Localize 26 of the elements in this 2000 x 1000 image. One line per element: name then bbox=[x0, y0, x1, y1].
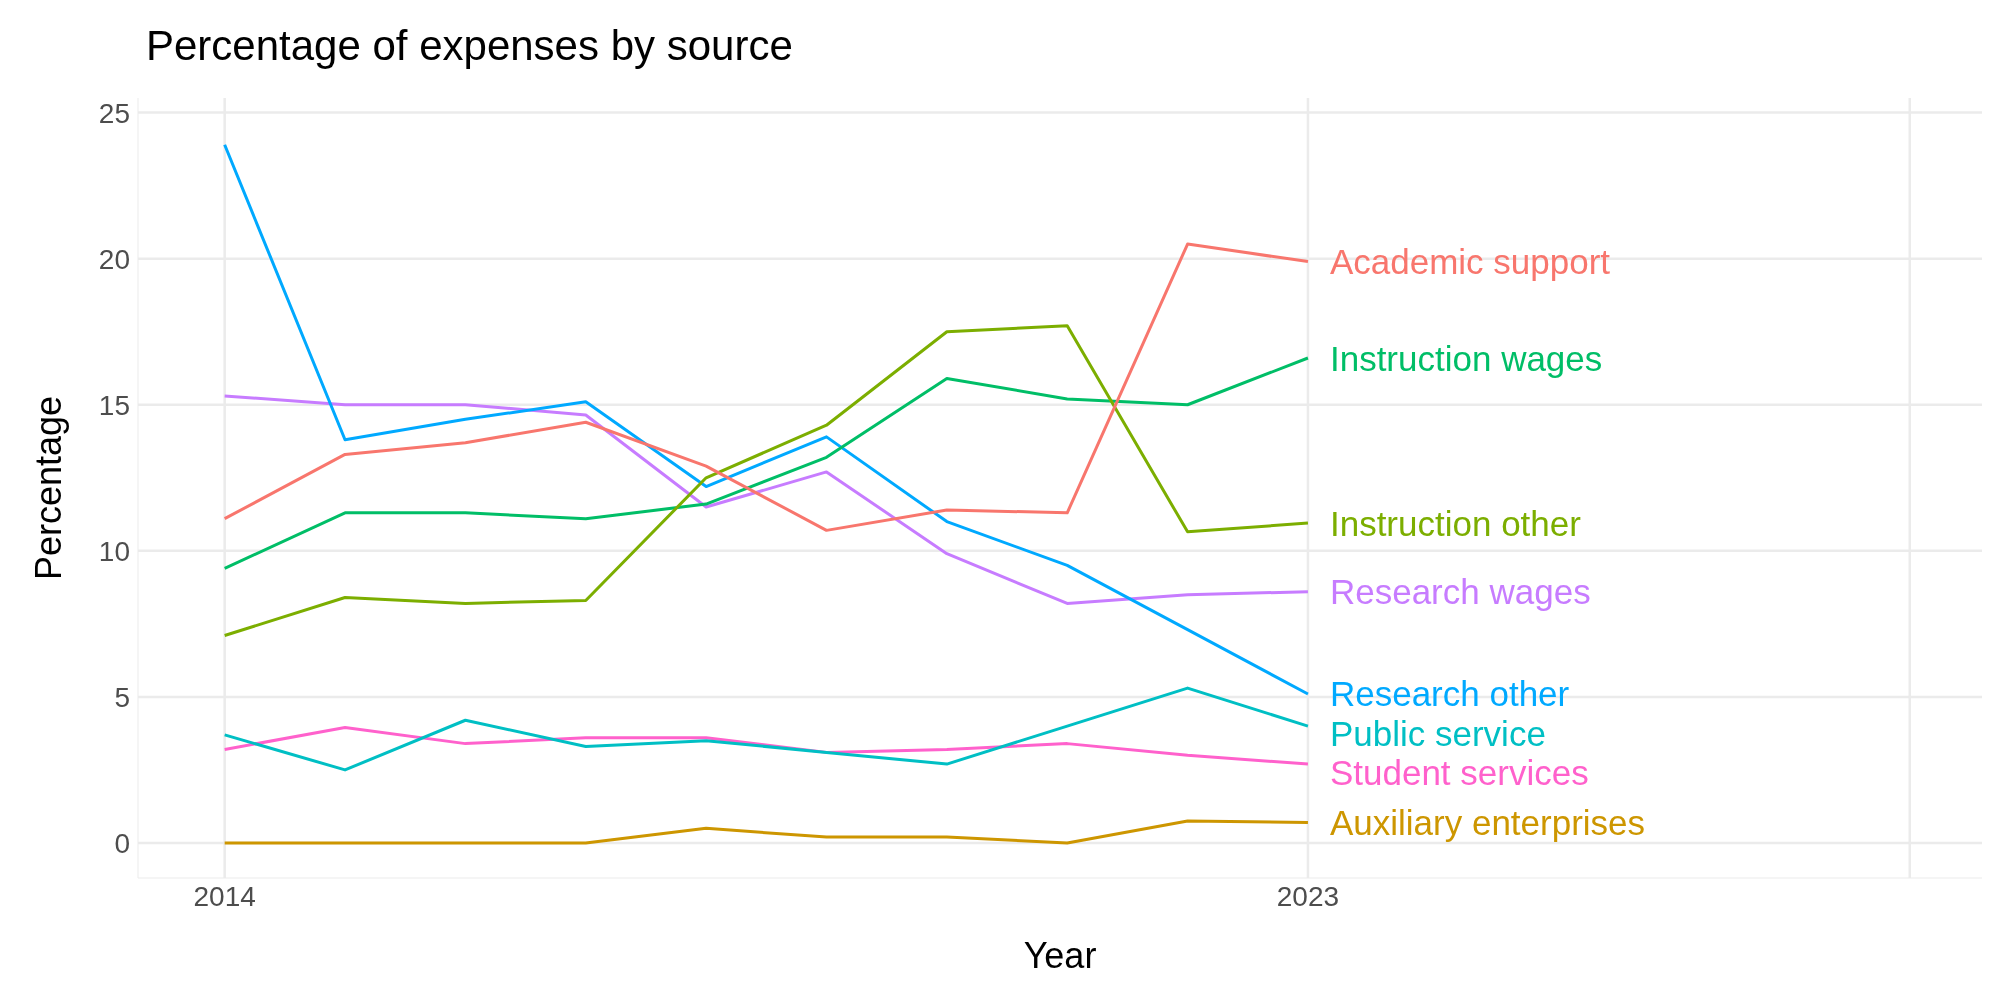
y-tick-label: 15 bbox=[98, 389, 130, 421]
line-series bbox=[223, 242, 1310, 532]
line-series bbox=[223, 356, 1310, 570]
y-tick-label: 10 bbox=[98, 535, 130, 567]
line-series bbox=[223, 686, 1310, 772]
line-series bbox=[223, 819, 1310, 845]
y-tick-label: 25 bbox=[98, 97, 130, 129]
x-tick-label: 2014 bbox=[193, 880, 256, 912]
line-series bbox=[223, 324, 1310, 638]
y-axis-title: Percentage bbox=[27, 395, 69, 581]
chart-title: Percentage of expenses by source bbox=[146, 22, 793, 70]
x-tick-label: 2023 bbox=[1276, 880, 1340, 912]
series-label: Academic support bbox=[1329, 242, 1611, 282]
line-series bbox=[223, 143, 1310, 696]
y-tick-label: 20 bbox=[98, 243, 130, 275]
series-label: Public service bbox=[1329, 713, 1546, 753]
y-tick-label: 0 bbox=[114, 827, 130, 859]
series-label: Auxiliary enterprises bbox=[1329, 802, 1646, 842]
series-label: Instruction other bbox=[1329, 503, 1582, 543]
series-label: Research wages bbox=[1329, 572, 1591, 612]
x-axis-title: Year bbox=[1023, 935, 1097, 976]
y-tick-label: 5 bbox=[114, 681, 130, 713]
line-series bbox=[223, 394, 1310, 605]
series-label: Student services bbox=[1329, 753, 1589, 793]
series-label: Instruction wages bbox=[1329, 338, 1603, 378]
series-label: Research other bbox=[1329, 674, 1570, 714]
